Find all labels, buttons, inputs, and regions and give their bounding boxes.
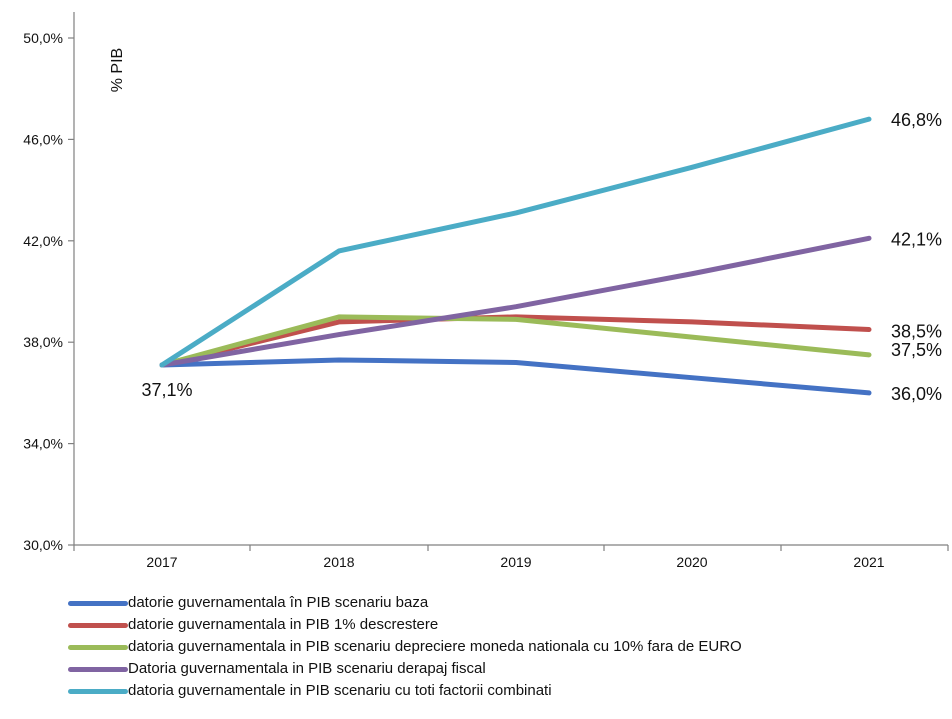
series-3-point-2018 [337, 315, 341, 319]
series-5-point-2018 [337, 249, 341, 253]
series-4-point-2021 [867, 236, 871, 240]
legend-label-4: Datoria guvernamentala in PIB scenariu d… [128, 660, 486, 677]
series-2-point-2021 [867, 327, 871, 331]
series-1-point-2018 [337, 358, 341, 362]
y-axis-title: % PIB [109, 48, 126, 92]
legend-swatch-4 [68, 666, 128, 672]
y-tick-label: 42,0% [23, 233, 63, 249]
series-5-point-2020 [690, 165, 694, 169]
x-tick-label: 2020 [676, 554, 707, 570]
series-1-point-2020 [690, 375, 694, 379]
series-layer [159, 116, 872, 396]
series-line-2 [159, 314, 872, 368]
data-label-1: 37,1% [141, 380, 192, 400]
y-tick-label: 46,0% [23, 131, 63, 147]
x-tick-label: 2017 [146, 554, 177, 570]
legend-label-2: datorie guvernamentala in PIB 1% descres… [128, 616, 439, 633]
series-5-point-2019 [514, 211, 518, 215]
y-tick-label: 50,0% [23, 30, 63, 46]
y-tick-label: 34,0% [23, 436, 63, 452]
series-3-point-2021 [867, 353, 871, 357]
data-label-2: 46,8% [891, 110, 942, 130]
axes-layer: 30,0% 34,0% 38,0% 42,0% 46,0% 50,0% 2017 2018 20… [23, 12, 949, 570]
series-2-point-2020 [690, 320, 694, 324]
series-5-point-2017 [160, 363, 164, 367]
legend-label-5: datoria guvernamentale in PIB scenariu c… [128, 682, 552, 699]
x-tick-label: 2019 [500, 554, 531, 570]
legend-item-4: Datoria guvernamentala in PIB scenariu d… [68, 658, 938, 680]
data-label-5: 37,5% [891, 340, 942, 360]
series-3-point-2020 [690, 335, 694, 339]
series-line-4 [159, 235, 872, 368]
series-4-point-2020 [690, 272, 694, 276]
legend-swatch-5 [68, 688, 128, 694]
x-tick-label: 2021 [853, 554, 884, 570]
legend-item-2: datorie guvernamentala in PIB 1% descres… [68, 614, 938, 636]
legend-label-1: datorie guvernamentala în PIB scenariu b… [128, 594, 429, 611]
x-tick-label: 2018 [323, 554, 354, 570]
legend-item-5: datoria guvernamentale in PIB scenariu c… [68, 680, 938, 702]
series-line-1 [159, 357, 872, 396]
y-tick-label: 38,0% [23, 334, 63, 350]
legend-item-1: datorie guvernamentala în PIB scenariu b… [68, 592, 938, 614]
series-1-point-2021 [867, 391, 871, 395]
legend-item-3: datoria guvernamentala in PIB scenariu d… [68, 636, 938, 658]
legend-swatch-3 [68, 644, 128, 650]
series-2-point-2018 [337, 320, 341, 324]
y-tick-label: 30,0% [23, 537, 63, 553]
series-5-point-2021 [867, 117, 871, 121]
series-4-point-2019 [514, 305, 518, 309]
data-label-3: 42,1% [891, 229, 942, 249]
series-3-point-2019 [514, 317, 518, 321]
legend-label-3: datoria guvernamentala in PIB scenariu d… [128, 638, 742, 655]
series-line-5 [159, 116, 872, 368]
series-4-point-2018 [337, 332, 341, 336]
data-label-4: 38,5% [891, 322, 942, 342]
legend-swatch-1 [68, 600, 128, 606]
series-line-3 [159, 314, 872, 368]
series-1-point-2019 [514, 360, 518, 364]
legend: datorie guvernamentala în PIB scenariu b… [68, 592, 938, 702]
legend-swatch-2 [68, 622, 128, 628]
data-label-6: 36,0% [891, 384, 942, 404]
data-labels-layer: 37,1% 46,8% 42,1% 38,5%37,5% 36,0% [141, 110, 942, 404]
